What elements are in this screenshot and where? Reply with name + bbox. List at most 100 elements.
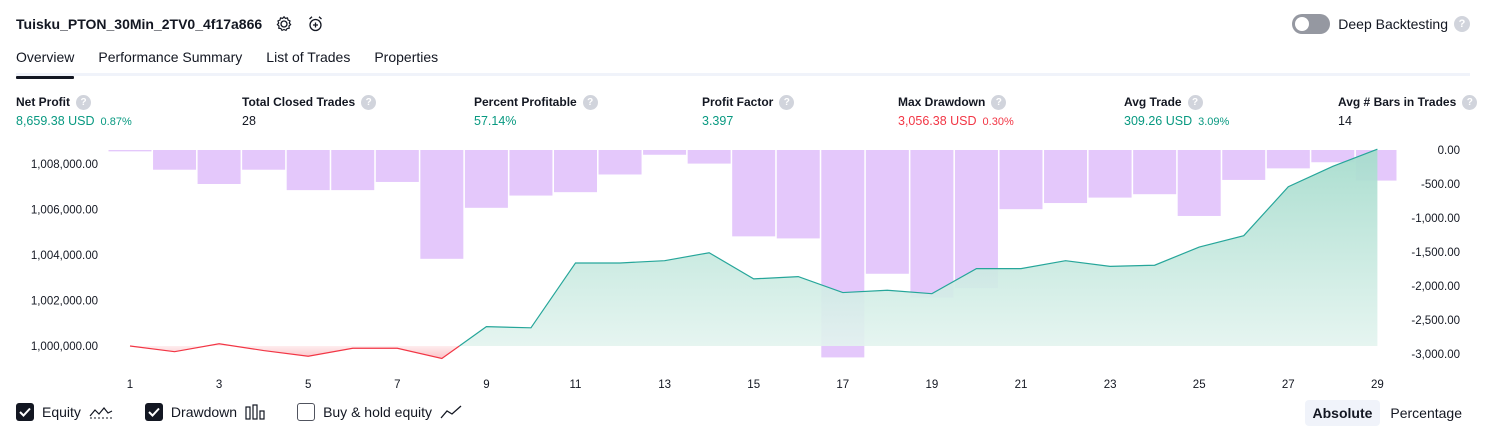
left-axis-tick: 1,008,000.00 bbox=[31, 159, 98, 171]
drawdown-bar[interactable] bbox=[1044, 150, 1088, 204]
metric-avg-bars: Avg # Bars in Trades? 14 bbox=[1338, 94, 1478, 128]
metric-net-profit: Net Profit? 8,659.38 USD 0.87% bbox=[16, 94, 132, 128]
header: Tuisku_PTON_30Min_2TV0_4f17a866 bbox=[16, 12, 326, 36]
drawdown-bar[interactable] bbox=[375, 150, 419, 182]
x-axis-tick: 13 bbox=[658, 379, 671, 391]
left-axis-tick: 1,006,000.00 bbox=[31, 205, 98, 217]
info-icon[interactable]: ? bbox=[1187, 94, 1203, 110]
right-axis-tick: -1,000.00 bbox=[1411, 213, 1460, 225]
right-axis-tick: -1,500.00 bbox=[1411, 247, 1460, 259]
drawdown-bar[interactable] bbox=[509, 150, 553, 196]
value-mode-switch: Absolute Percentage bbox=[1303, 400, 1471, 426]
drawdown-bar[interactable] bbox=[999, 150, 1043, 210]
drawdown-bar[interactable] bbox=[420, 150, 464, 259]
deep-backtesting-toggle[interactable] bbox=[1292, 14, 1331, 34]
drawdown-bar[interactable] bbox=[954, 150, 998, 289]
info-icon[interactable]: ? bbox=[1462, 94, 1478, 110]
drawdown-bar[interactable] bbox=[554, 150, 597, 193]
drawdown-bar[interactable] bbox=[776, 150, 820, 239]
info-icon[interactable]: ? bbox=[582, 94, 598, 110]
metric-percent: 0.30% bbox=[982, 116, 1014, 128]
right-axis: 0.00 -500.00 -1,000.00 -1,500.00 -2,000.00 -2… bbox=[1411, 145, 1460, 361]
drawdown-bar[interactable] bbox=[910, 150, 954, 298]
checkbox-checked[interactable] bbox=[144, 403, 163, 421]
settings-icon[interactable] bbox=[274, 14, 294, 34]
drawdown-bar[interactable] bbox=[1177, 150, 1221, 216]
bar-chart-icon bbox=[245, 404, 265, 420]
drawdown-bar[interactable] bbox=[1088, 150, 1132, 198]
tab-overview[interactable]: Overview bbox=[16, 44, 75, 79]
help-icon[interactable]: ? bbox=[1454, 16, 1470, 32]
drawdown-bar[interactable] bbox=[865, 150, 909, 274]
metric-avg-trade: Avg Trade? 309.26 USD 3.09% bbox=[1124, 94, 1229, 128]
metric-value: 3,056.38 USD bbox=[898, 114, 977, 128]
legend-label: Buy & hold equity bbox=[323, 404, 433, 420]
x-axis-tick: 11 bbox=[570, 379, 582, 391]
x-axis-tick: 27 bbox=[1282, 379, 1295, 391]
tab-properties[interactable]: Properties bbox=[374, 49, 439, 65]
percentage-button[interactable]: Percentage bbox=[1390, 405, 1462, 421]
drawdown-bar[interactable] bbox=[1311, 150, 1355, 163]
x-axis-tick: 1 bbox=[127, 379, 133, 391]
metric-profit-factor: Profit Factor? 3.397 bbox=[702, 94, 795, 128]
drawdown-bar[interactable] bbox=[242, 150, 286, 170]
metric-label: Profit Factor bbox=[702, 95, 774, 109]
metric-max-drawdown: Max Drawdown? 3,056.38 USD 0.30% bbox=[898, 94, 1014, 128]
metric-value: 28 bbox=[242, 114, 256, 128]
metric-percent-profitable: Percent Profitable? 57.14% bbox=[474, 94, 598, 128]
right-axis-tick: -500.00 bbox=[1421, 179, 1460, 191]
checkbox-unchecked[interactable] bbox=[297, 403, 316, 421]
right-axis-tick: -2,500.00 bbox=[1411, 315, 1460, 327]
legend-buy-hold[interactable]: Buy & hold equity bbox=[297, 403, 462, 421]
left-axis-tick: 1,000,000.00 bbox=[31, 341, 98, 353]
equity-area bbox=[130, 149, 1378, 359]
metric-label: Avg # Bars in Trades bbox=[1338, 95, 1457, 109]
legend-label: Drawdown bbox=[170, 404, 238, 420]
right-axis-tick: -2,000.00 bbox=[1411, 281, 1460, 293]
drawdown-bar[interactable] bbox=[153, 150, 197, 170]
drawdown-bar[interactable] bbox=[687, 150, 731, 164]
strategy-title: Tuisku_PTON_30Min_2TV0_4f17a866 bbox=[16, 16, 263, 32]
info-icon[interactable]: ? bbox=[779, 94, 795, 110]
metric-label: Total Closed Trades bbox=[242, 95, 356, 109]
right-axis-tick: 0.00 bbox=[1438, 145, 1460, 157]
metric-label: Net Profit bbox=[16, 95, 70, 109]
x-axis-tick: 7 bbox=[394, 379, 400, 391]
drawdown-bar[interactable] bbox=[598, 150, 642, 175]
drawdown-bar[interactable] bbox=[464, 150, 508, 208]
equity-profit-line bbox=[459, 148, 1378, 347]
x-axis-tick: 25 bbox=[1193, 379, 1206, 391]
drawdown-bar[interactable] bbox=[1266, 150, 1310, 169]
absolute-button[interactable]: Absolute bbox=[1304, 400, 1381, 426]
x-axis-tick: 15 bbox=[747, 379, 760, 391]
equity-drawdown-chart[interactable]: 1,000,000.00 1,002,000.00 1,004,000.00 1,00… bbox=[0, 140, 1486, 396]
x-axis-tick: 29 bbox=[1371, 379, 1384, 391]
drawdown-bar[interactable] bbox=[331, 150, 375, 191]
x-axis-tick: 17 bbox=[836, 379, 849, 391]
legend-equity[interactable]: Equity bbox=[16, 403, 113, 421]
left-axis-tick: 1,002,000.00 bbox=[31, 296, 98, 308]
legend-drawdown[interactable]: Drawdown bbox=[144, 403, 265, 421]
drawdown-bar[interactable] bbox=[197, 150, 241, 184]
drawdown-bar[interactable] bbox=[1133, 150, 1177, 195]
info-icon[interactable]: ? bbox=[361, 94, 377, 110]
drawdown-bar[interactable] bbox=[286, 150, 330, 191]
metric-total-closed-trades: Total Closed Trades? 28 bbox=[242, 94, 377, 128]
drawdown-bar[interactable] bbox=[1222, 150, 1266, 180]
tab-performance-summary[interactable]: Performance Summary bbox=[98, 49, 243, 65]
drawdown-bar[interactable] bbox=[643, 150, 687, 155]
equity-line-icon bbox=[89, 405, 113, 419]
right-axis-tick: -3,000.00 bbox=[1411, 349, 1460, 361]
metric-label: Percent Profitable bbox=[474, 95, 577, 109]
metric-label: Max Drawdown bbox=[898, 95, 986, 109]
info-icon[interactable]: ? bbox=[76, 94, 91, 110]
info-icon[interactable]: ? bbox=[991, 94, 1007, 110]
drawdown-bar[interactable] bbox=[108, 150, 152, 152]
metric-percent: 0.87% bbox=[100, 116, 132, 128]
metric-percent: 3.09% bbox=[1198, 116, 1230, 128]
x-axis-tick: 21 bbox=[1015, 379, 1028, 391]
tab-list-of-trades[interactable]: List of Trades bbox=[266, 49, 351, 65]
checkbox-checked[interactable] bbox=[16, 403, 34, 421]
drawdown-bar[interactable] bbox=[732, 150, 776, 237]
add-alert-icon[interactable] bbox=[306, 14, 326, 34]
